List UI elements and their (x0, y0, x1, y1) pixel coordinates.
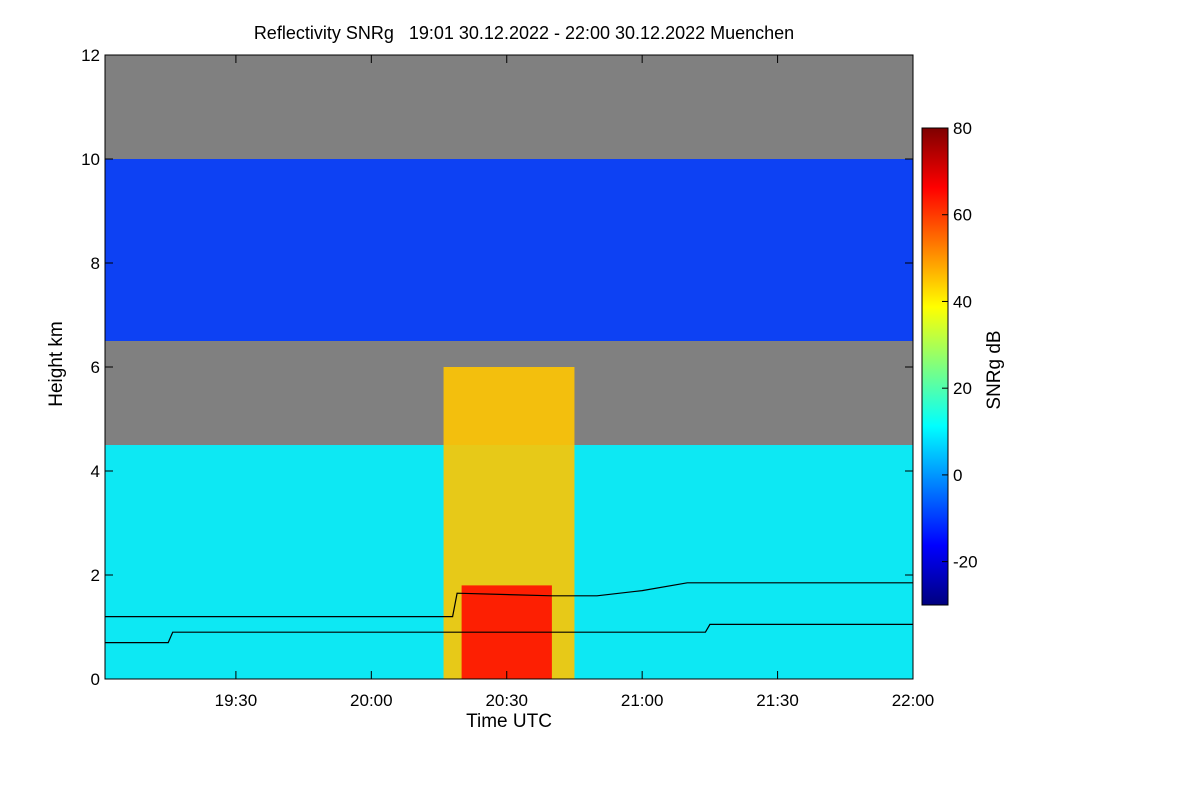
x-tick-label: 20:00 (350, 691, 393, 710)
plot-area (104, 54, 914, 680)
y-tick-label: 8 (91, 254, 100, 273)
feature-upper-cloud-layer (105, 159, 913, 341)
colorbar-ticks: -20 0 20 40 60 80 (942, 119, 978, 572)
y-axis: 0 2 4 6 8 10 12 (81, 46, 913, 689)
x-tick-label: 19:30 (215, 691, 258, 710)
y-tick-label: 10 (81, 150, 100, 169)
overlay-lines (105, 582, 913, 644)
colorbar-gradient (921, 127, 949, 606)
colorbar-tick-label: 20 (953, 379, 972, 398)
y-tick-label: 6 (91, 358, 100, 377)
colorbar-tick-label: 60 (953, 206, 972, 225)
x-tick-label: 21:30 (756, 691, 799, 710)
colorbar-tick-label: -20 (953, 553, 978, 572)
x-tick-label: 21:00 (621, 691, 664, 710)
y-tick-label: 0 (91, 670, 100, 689)
colorbar-tick-label: 0 (953, 466, 962, 485)
chart-title: Reflectivity SNRg 19:01 30.12.2022 - 22:… (254, 23, 794, 43)
overlay-line-2 (105, 582, 913, 618)
x-axis: 19:30 20:00 20:30 21:00 21:30 22:00 (215, 55, 935, 710)
y-tick-label: 4 (91, 462, 100, 481)
x-tick-label: 22:00 (892, 691, 935, 710)
colorbar-tick-label: 80 (953, 119, 972, 138)
colorbar: -20 0 20 40 60 80 SNRg dB (921, 119, 1005, 606)
x-axis-title: Time UTC (466, 711, 552, 732)
y-tick-label: 2 (91, 566, 100, 585)
colorbar-tick-label: 40 (953, 292, 972, 311)
overlay-line-1 (105, 623, 913, 644)
colorbar-title: SNRg dB (984, 330, 1005, 409)
y-tick-label: 12 (81, 46, 100, 65)
x-tick-label: 20:30 (485, 691, 528, 710)
y-axis-title: Height km (46, 321, 67, 407)
